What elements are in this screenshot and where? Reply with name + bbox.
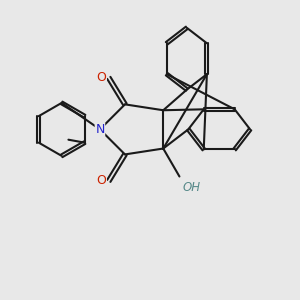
Text: N: N bbox=[95, 123, 105, 136]
Text: O: O bbox=[97, 174, 106, 188]
Text: OH: OH bbox=[182, 181, 200, 194]
Text: O: O bbox=[97, 174, 106, 188]
Text: O: O bbox=[97, 71, 106, 84]
Text: O: O bbox=[97, 71, 106, 84]
Text: N: N bbox=[95, 123, 105, 136]
